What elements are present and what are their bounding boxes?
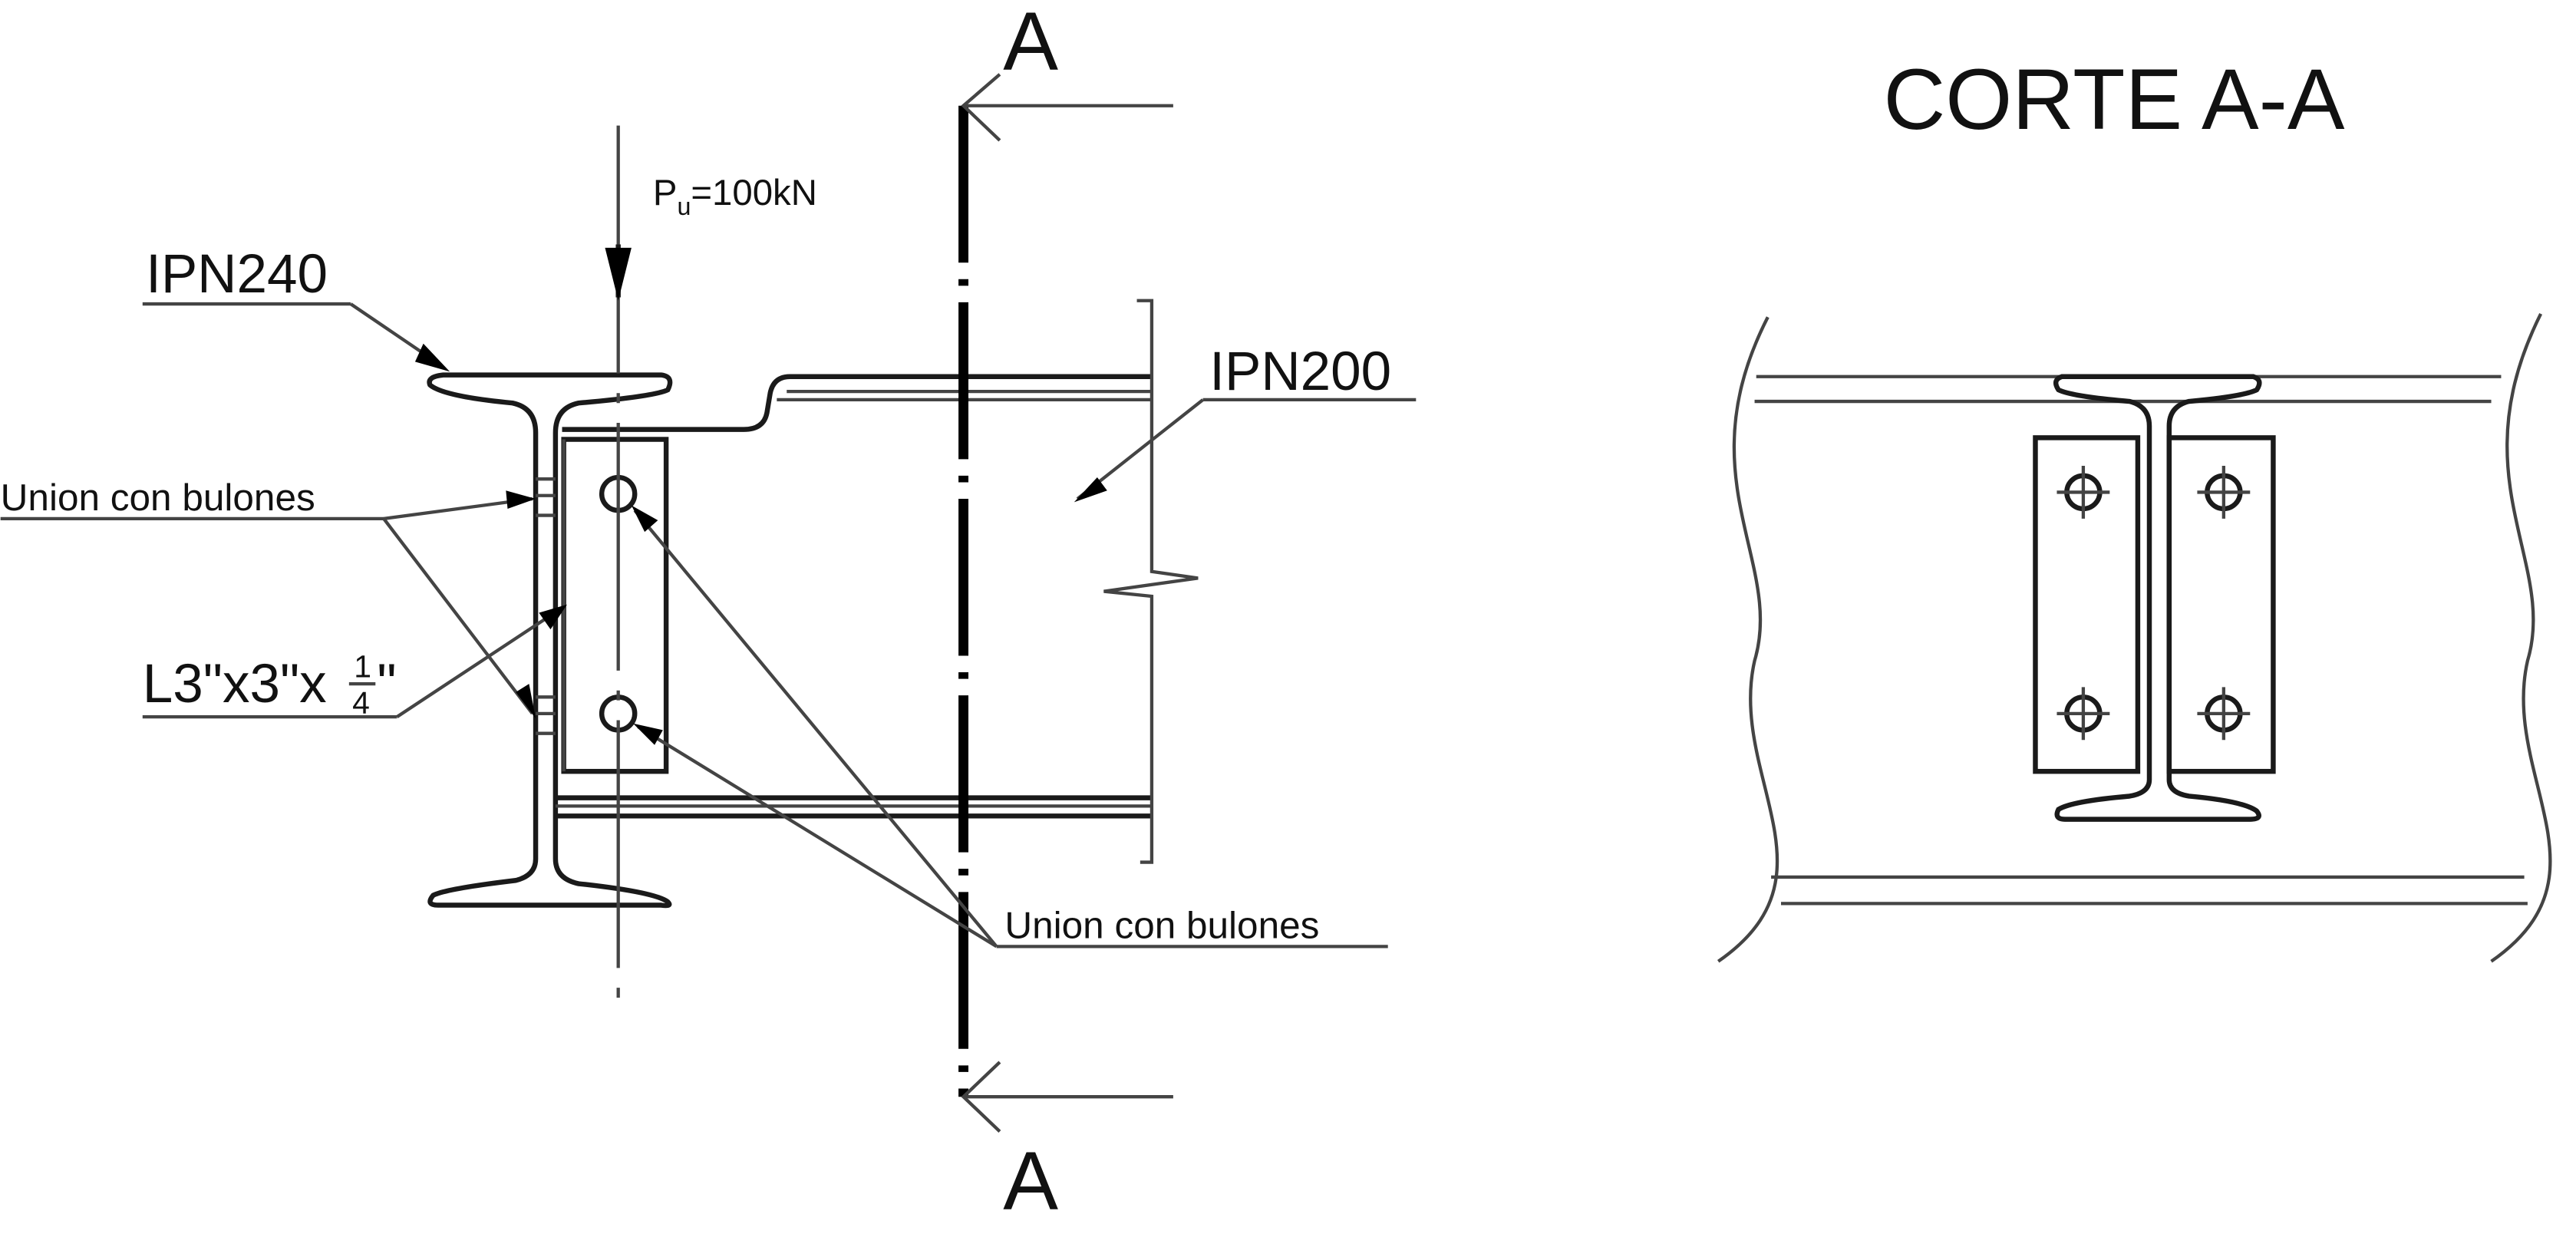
- load-subscript: u: [677, 193, 691, 220]
- load-symbol: P: [653, 173, 678, 213]
- break-line: [1103, 299, 1199, 864]
- section-mark-bottom: A: [1003, 1135, 1058, 1227]
- section-arrow-head: [961, 1061, 1001, 1133]
- angle-label: L3"x3"x 1 4 ": [143, 648, 397, 720]
- bolt-ticks: [536, 477, 556, 735]
- angle-suffix: ": [377, 654, 396, 714]
- section-mark-top: A: [1003, 0, 1058, 87]
- ipn200-top-flange: [562, 374, 1152, 432]
- bolt-left-arrowhead: [516, 684, 536, 719]
- angle-numerator: 1: [354, 648, 371, 684]
- load-label: Pu=100kN: [653, 173, 817, 220]
- bolt-right-leader: [637, 725, 998, 949]
- ipn240-label: IPN240: [146, 244, 328, 305]
- angle-denominator: 4: [352, 685, 370, 721]
- ipn240-profile: [427, 372, 673, 909]
- angle-prefix: L3"x3"x: [143, 654, 327, 714]
- section-bolts: [2057, 465, 2251, 741]
- load-arrowhead: [605, 247, 632, 301]
- ipn200-label: IPN200: [1209, 341, 1391, 402]
- angle-plate: [561, 437, 669, 774]
- bolt-union-right-label: Union con bulones: [1004, 905, 1319, 947]
- bolt-right-leader: [633, 509, 998, 948]
- bolt-left-leader: [382, 517, 534, 715]
- ipn240-arrowhead: [414, 343, 450, 372]
- ipn200-section-profile: [2053, 374, 2262, 822]
- ipn200-arrowhead: [1074, 477, 1107, 503]
- section-angle-right: [2166, 435, 2276, 774]
- section-angle-left: [2033, 435, 2141, 774]
- angle-leader: [396, 606, 563, 718]
- load-value: =100kN: [691, 173, 817, 213]
- bolt-right-arrowhead: [633, 723, 663, 745]
- bolt-right-arrowhead: [631, 505, 658, 533]
- section-title: CORTE A-A: [1883, 51, 2344, 147]
- bolt-union-left-label: Union con bulones: [1, 477, 315, 519]
- bolt-left-arrowhead: [506, 490, 536, 509]
- elevation-view: A A Pu=100kN IPN240 IPN200 Union con bul…: [0, 0, 1417, 1227]
- section-arrow-head: [961, 73, 1001, 142]
- break-wave-left: [1717, 316, 1779, 963]
- break-wave-right: [2490, 313, 2552, 963]
- section-view: CORTE A-A: [1717, 51, 2552, 963]
